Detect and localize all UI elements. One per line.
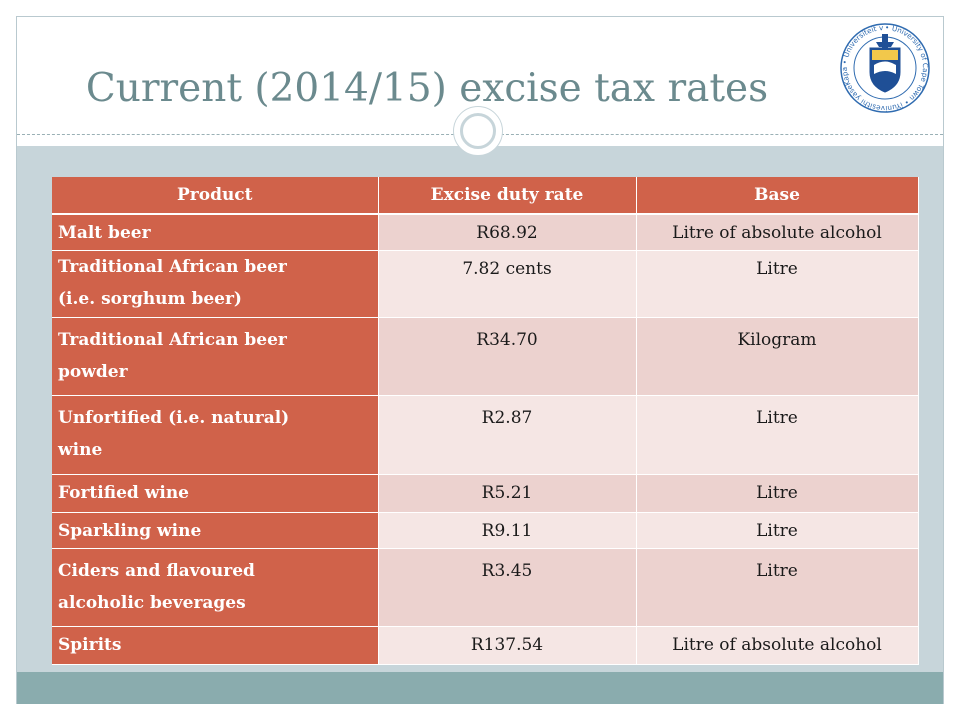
product-label: Traditional African beer <box>58 256 287 277</box>
product-label: Spirits <box>58 634 122 655</box>
rate-cell: R34.70 <box>378 317 637 396</box>
header-excise-duty-rate: Excise duty rate <box>378 177 637 215</box>
rate-cell: R68.92 <box>378 214 637 251</box>
rate-cell: R9.11 <box>378 512 637 549</box>
product-label: alcoholic beverages <box>58 592 246 613</box>
table-row: Spirits R137.54 Litre of absolute alcoho… <box>52 626 919 665</box>
bottom-band <box>17 672 943 704</box>
product-cell: Traditional African beer (i.e. sorghum b… <box>52 250 379 318</box>
product-cell: Spirits <box>52 626 379 665</box>
product-label: Traditional African beer <box>58 329 287 350</box>
rate-cell: R3.45 <box>378 548 637 627</box>
product-cell: Fortified wine <box>52 474 379 513</box>
product-cell: Malt beer <box>52 214 379 251</box>
product-label: (i.e. sorghum beer) <box>58 288 242 309</box>
product-label: Ciders and flavoured <box>58 560 255 581</box>
base-cell: Litre <box>636 250 919 318</box>
rate-cell: R5.21 <box>378 474 637 513</box>
base-cell: Kilogram <box>636 317 919 396</box>
university-crest-logo: • University of Cape Town • iYunivesithi… <box>836 20 930 113</box>
product-cell: Ciders and flavoured alcoholic beverages <box>52 548 379 627</box>
rate-cell: R137.54 <box>378 626 637 665</box>
product-label: Malt beer <box>58 223 151 243</box>
rate-cell: 7.82 cents <box>378 250 637 318</box>
product-label: wine <box>58 439 103 460</box>
base-cell: Litre of absolute alcohol <box>636 626 919 665</box>
product-label: Unfortified (i.e. natural) <box>58 407 290 428</box>
product-label: Sparkling wine <box>58 520 202 541</box>
table-header-row: Product Excise duty rate Base <box>52 177 919 215</box>
header-product: Product <box>52 177 379 215</box>
product-cell: Sparkling wine <box>52 512 379 549</box>
table-row: Fortified wine R5.21 Litre <box>52 474 919 513</box>
slide-title: Current (2014/15) excise tax rates <box>85 66 769 111</box>
product-label: Fortified wine <box>58 482 189 503</box>
product-label: powder <box>58 361 128 382</box>
header-base: Base <box>636 177 919 215</box>
base-cell: Litre <box>636 395 919 475</box>
rate-cell: R2.87 <box>378 395 637 475</box>
base-cell: Litre <box>636 474 919 513</box>
table-row: Traditional African beer (i.e. sorghum b… <box>52 250 919 318</box>
table-row: Ciders and flavoured alcoholic beverages… <box>52 548 919 627</box>
divider-ornament <box>453 106 503 156</box>
base-cell: Litre of absolute alcohol <box>636 214 919 251</box>
table-row: Sparkling wine R9.11 Litre <box>52 512 919 549</box>
table-row: Unfortified (i.e. natural) wine R2.87 Li… <box>52 395 919 475</box>
table-row: Malt beer R68.92 Litre of absolute alcoh… <box>52 214 919 251</box>
product-cell: Traditional African beer powder <box>52 317 379 396</box>
excise-tax-table: Product Excise duty rate Base Malt beer … <box>52 177 919 665</box>
base-cell: Litre <box>636 548 919 627</box>
base-cell: Litre <box>636 512 919 549</box>
product-cell: Unfortified (i.e. natural) wine <box>52 395 379 475</box>
table-row: Traditional African beer powder R34.70 K… <box>52 317 919 396</box>
